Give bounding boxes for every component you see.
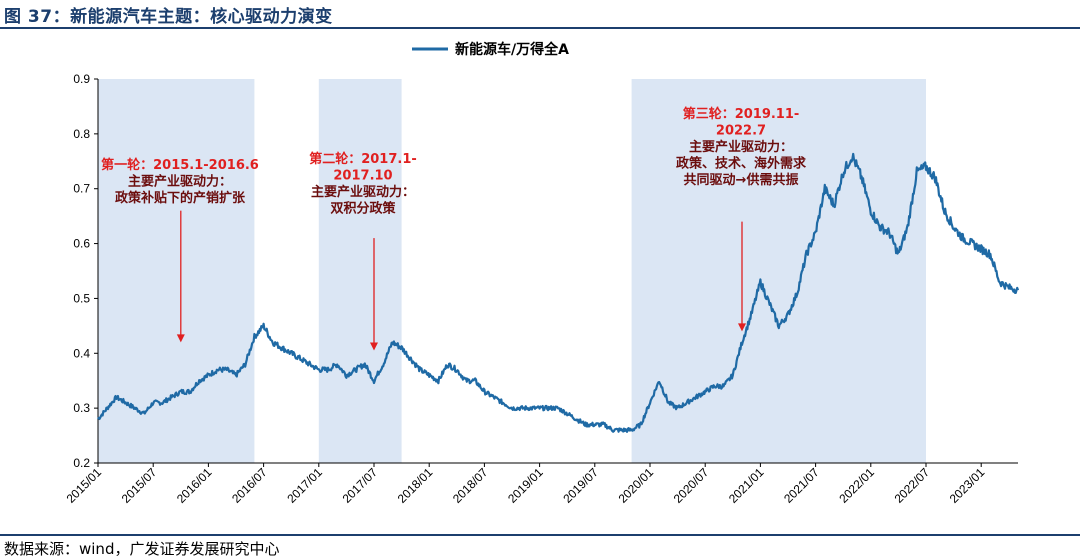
y-tick-label: 0.8 [73,127,90,141]
annotation-arrow-head [738,323,746,332]
legend: 新能源车/万得全A [412,41,569,58]
x-tick-label: 2020/01 [616,465,657,506]
annotation-text: 2022.7 [716,124,766,139]
x-tick-label: 2015/07 [119,465,160,506]
annotation-text: 政策补贴下的产销扩张 [115,190,246,206]
title-divider [0,27,1080,29]
annotation-text: 主要产业驱动力： [311,184,415,200]
y-tick-label: 0.5 [73,291,90,305]
y-ticks: 0.2 0.3 0.4 0.5 0.6 0.7 0.8 0.9 [73,72,98,470]
x-tick-label: 2017/01 [284,465,325,506]
annotation-3: 第三轮：2019.11- 2022.7主要产业驱动力：政策、技术、海外需求共同驱动… [676,106,807,332]
y-tick-label: 0.3 [73,401,90,415]
x-tick-label: 2018/01 [395,465,436,506]
y-tick-label: 0.4 [73,346,90,360]
shaded-period-2 [318,79,402,463]
annotation-text: 第三轮：2019.11- [683,106,800,122]
x-tick-label: 2023/01 [947,465,988,506]
x-tick-label: 2016/01 [174,465,215,506]
x-tick-label: 2019/01 [505,465,546,506]
x-tick-label: 2017/07 [340,465,381,506]
x-tick-label: 2018/07 [450,465,491,506]
y-tick-label: 0.9 [73,72,90,86]
y-tick-label: 0.7 [73,182,90,196]
annotation-text: 第一轮：2015.1-2016.6 [101,157,259,173]
x-tick-label: 2021/07 [781,465,822,506]
annotation-arrow-head [176,334,185,343]
x-tick-label: 2019/07 [560,465,601,506]
x-tick-label: 2015/01 [64,465,105,506]
shaded-periods [98,79,926,463]
bottom-divider [0,534,1080,536]
source-note: 数据来源：wind，广发证券发展研究中心 [4,540,280,558]
annotation-text: 政策、技术、海外需求 [676,156,807,172]
annotation-text: 双积分政策 [330,201,396,217]
annotation-text: 主要产业驱动力： [689,139,793,155]
line-chart: 0.20.30.40.50.60.70.80.9 2015/01 2015/07 2… [64,41,1020,506]
shaded-period-1 [98,79,255,463]
annotation-text: 主要产业驱动力： [128,174,232,190]
y-tick-label: 0.2 [73,456,90,470]
chart-axes [97,79,1018,464]
x-tick-label: 2022/07 [892,465,933,506]
figure-title: 图 37：新能源汽车主题：核心驱动力演变 [4,7,333,27]
legend-label: 新能源车/万得全A [455,41,569,58]
annotations: 第一轮：2015.1-2016.6主要产业驱动力：政策补贴下的产销扩张第二轮：2… [101,106,807,351]
annotation-text: 共同驱动→供需共振 [684,172,799,188]
x-tick-label: 2016/07 [229,465,270,506]
annotation-text: 第二轮：2017.1- [309,151,417,167]
y-tick-label: 0.6 [73,237,90,251]
x-tick-label: 2022/01 [836,465,877,506]
annotation-text: 2017.10 [333,169,392,184]
annotation-arrow-head [370,342,378,351]
x-tick-label: 2021/01 [726,465,767,506]
series-line [97,152,1020,433]
x-tick-label: 2020/07 [671,465,712,506]
x-ticks: 2015/01 2015/07 2016/01 2016/07 2017/01 2017/… [64,463,988,506]
shaded-period-3 [631,79,926,463]
